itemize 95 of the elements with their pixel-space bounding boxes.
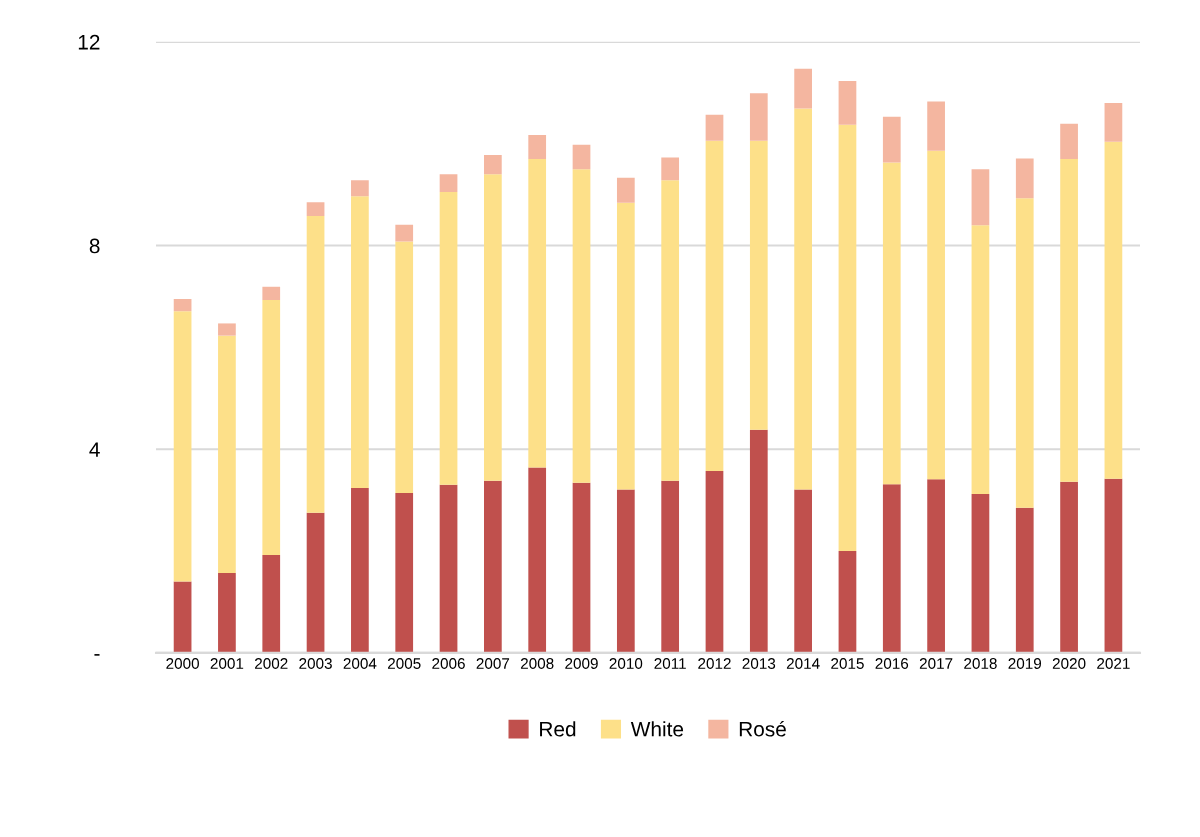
bar <box>705 140 724 472</box>
bar <box>927 150 945 480</box>
bar <box>1015 198 1034 508</box>
bar <box>838 81 857 125</box>
bar <box>528 158 547 468</box>
bar <box>351 196 369 488</box>
bar <box>616 202 635 490</box>
bar <box>1104 141 1123 479</box>
bar <box>1060 123 1078 159</box>
bar <box>218 572 236 653</box>
bar <box>306 215 325 513</box>
bar <box>661 180 680 481</box>
bar <box>439 484 458 653</box>
bar <box>1015 158 1034 199</box>
bar <box>262 555 281 653</box>
x-tick-label: 2010 <box>609 658 643 669</box>
y-tick-label: 8 <box>89 238 100 254</box>
legend-label: Red <box>540 721 576 737</box>
bar <box>749 429 768 653</box>
bar <box>262 300 281 556</box>
x-tick-label: 2004 <box>343 658 377 669</box>
bar <box>351 180 369 197</box>
x-tick-label: 2014 <box>786 658 820 669</box>
x-tick-label: 2020 <box>1052 658 1086 669</box>
bar <box>838 124 857 552</box>
legend-label: Rosé <box>739 720 786 737</box>
x-tick-label: 2012 <box>698 658 731 669</box>
bar <box>528 135 547 159</box>
bar <box>749 140 768 430</box>
x-tick-label: 2003 <box>299 658 332 669</box>
x-tick-label: 2001 <box>210 658 244 669</box>
bar <box>572 144 591 170</box>
bar <box>882 116 901 163</box>
bar <box>882 162 901 485</box>
bar <box>794 68 812 109</box>
bar <box>395 241 414 493</box>
bar <box>661 157 680 181</box>
bar <box>749 93 768 141</box>
bar <box>572 482 591 653</box>
x-tick-label: 2002 <box>255 658 288 669</box>
bar <box>1104 102 1123 142</box>
x-tick-label: 2021 <box>1097 658 1130 669</box>
bar <box>484 480 502 653</box>
y-tick-label: 12 <box>78 34 100 50</box>
bar <box>439 192 458 485</box>
bar <box>262 286 281 300</box>
bar <box>218 335 236 573</box>
bar <box>351 487 369 653</box>
bar <box>484 174 502 481</box>
x-tick-label: 2000 <box>166 658 199 669</box>
bar <box>1015 507 1034 653</box>
x-tick-label: 2008 <box>520 658 554 669</box>
legend-label: White <box>630 721 684 737</box>
x-tick-label: 2016 <box>875 658 909 669</box>
bar <box>882 484 901 653</box>
bar <box>1060 158 1078 482</box>
bar <box>794 489 812 653</box>
bar <box>306 512 325 653</box>
x-tick-label: 2009 <box>565 658 598 669</box>
bar <box>484 154 502 175</box>
bar <box>927 101 945 151</box>
x-tick-label: 2007 <box>476 658 510 669</box>
bar <box>173 298 192 312</box>
x-tick-label: 2006 <box>432 658 465 669</box>
bar <box>173 311 192 582</box>
x-tick-label: 2019 <box>1008 658 1042 669</box>
bar <box>661 480 680 653</box>
y-tick-label: 4 <box>89 442 100 457</box>
bar <box>306 202 325 216</box>
x-tick-label: 2011 <box>654 658 686 669</box>
bar <box>705 471 724 653</box>
bar <box>794 108 812 490</box>
bar <box>705 114 724 141</box>
bar <box>528 467 547 653</box>
x-tick-label: 2018 <box>964 658 997 669</box>
bar <box>971 225 990 494</box>
bar <box>838 551 857 653</box>
bar <box>439 174 458 193</box>
bar <box>971 169 990 226</box>
bar <box>395 224 414 242</box>
bar <box>616 489 635 653</box>
x-tick-label: 2013 <box>742 658 776 669</box>
x-tick-label: 2005 <box>387 658 421 669</box>
bar <box>173 581 192 653</box>
x-tick-label: 2017 <box>919 658 953 669</box>
bar <box>1104 478 1123 653</box>
x-tick-label: 2015 <box>831 658 864 669</box>
bar <box>616 177 635 203</box>
bar <box>572 169 591 483</box>
y-tick-label: - <box>94 654 100 656</box>
bar <box>218 323 236 336</box>
bar <box>395 492 414 653</box>
bar <box>971 494 990 653</box>
bar <box>1060 481 1078 653</box>
bar <box>927 479 945 653</box>
